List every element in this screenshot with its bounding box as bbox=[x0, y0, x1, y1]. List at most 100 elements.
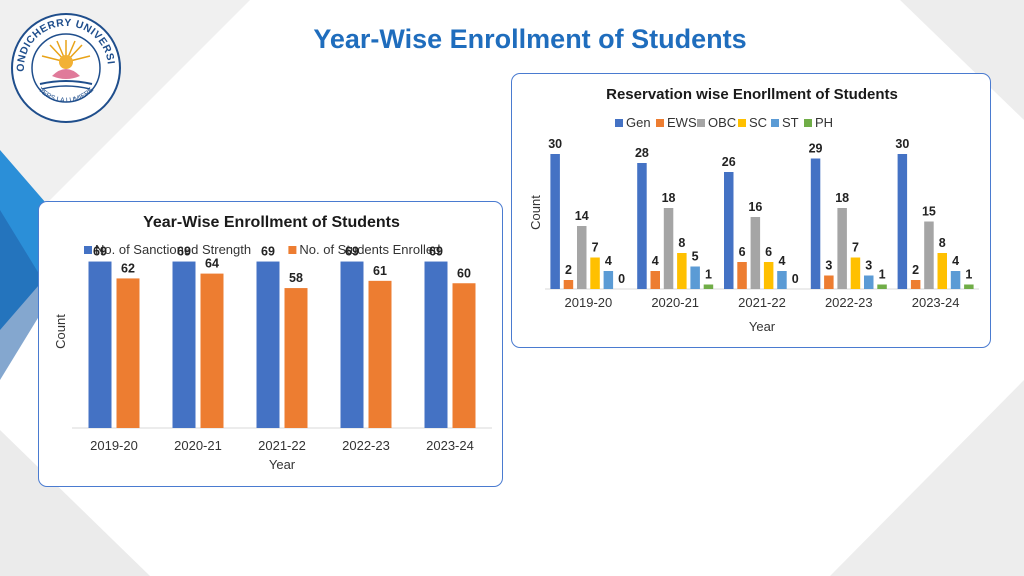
legend-swatch-1 bbox=[288, 246, 297, 254]
legend-label-3: SC bbox=[749, 115, 767, 130]
data-label: 4 bbox=[952, 254, 959, 268]
legend-label-4: ST bbox=[782, 115, 799, 130]
bar-sc-2020-21 bbox=[677, 253, 687, 289]
data-label: 69 bbox=[177, 245, 191, 259]
x-tick-label: 2020-21 bbox=[651, 295, 699, 310]
bar-st-2020-21 bbox=[690, 266, 700, 289]
data-label: 16 bbox=[748, 200, 762, 214]
reservation-chart-card: Reservation wise Enorllment of Students G… bbox=[511, 73, 991, 348]
legend-label-5: PH bbox=[815, 115, 833, 130]
bar-ph-2020-21 bbox=[703, 284, 714, 289]
chart-title: Year-Wise Enrollment of Students bbox=[143, 214, 400, 231]
legend-swatch-5 bbox=[804, 119, 812, 127]
enrollment-chart-card: Year-Wise Enrollment of Students No. of S… bbox=[38, 201, 503, 487]
legend-label-0: No. of Sanctioned Strength bbox=[95, 242, 251, 257]
y-axis-label: Count bbox=[528, 195, 543, 230]
data-label: 29 bbox=[809, 142, 823, 156]
university-seal-icon: PONDICHERRY UNIVERSITY VERS LA LUMIERE bbox=[10, 12, 121, 123]
reservation-chart: Reservation wise Enorllment of Students G… bbox=[528, 86, 979, 334]
bar-gen-2022-23 bbox=[810, 158, 821, 289]
data-label: 6 bbox=[739, 245, 746, 259]
bar-obc-2023-24 bbox=[924, 221, 934, 289]
legend-label-1: No. of Students Enrolled bbox=[299, 242, 440, 257]
x-tick-label: 2019-20 bbox=[565, 295, 613, 310]
bar-st-2019-20 bbox=[603, 271, 614, 289]
legend-swatch-3 bbox=[738, 119, 746, 127]
bar-no-of-sanctioned-strength-2022-23 bbox=[340, 261, 364, 428]
data-label: 0 bbox=[792, 272, 799, 286]
bar-ews-2019-20 bbox=[563, 280, 574, 289]
bar-ph-2023-24 bbox=[964, 284, 974, 289]
bar-sc-2023-24 bbox=[937, 253, 947, 289]
bar-no-of-sanctioned-strength-2021-22 bbox=[256, 261, 280, 428]
bar-ews-2022-23 bbox=[824, 275, 834, 289]
bar-sc-2022-23 bbox=[850, 257, 861, 289]
y-axis-label: Count bbox=[53, 314, 68, 349]
data-label: 0 bbox=[618, 272, 625, 286]
bar-gen-2023-24 bbox=[897, 154, 908, 289]
bar-gen-2019-20 bbox=[550, 154, 560, 289]
data-label: 15 bbox=[922, 205, 936, 219]
bar-gen-2020-21 bbox=[637, 163, 647, 289]
bar-no-of-sanctioned-strength-2019-20 bbox=[88, 261, 112, 428]
data-label: 58 bbox=[289, 271, 303, 285]
data-label: 60 bbox=[457, 266, 471, 280]
data-label: 6 bbox=[765, 245, 772, 259]
x-axis-label: Year bbox=[749, 319, 776, 334]
data-label: 4 bbox=[652, 254, 659, 268]
x-tick-label: 2021-22 bbox=[738, 295, 786, 310]
bar-no-of-sanctioned-strength-2020-21 bbox=[172, 261, 196, 428]
data-label: 1 bbox=[879, 268, 886, 282]
legend-swatch-1 bbox=[656, 119, 664, 127]
data-label: 5 bbox=[692, 250, 699, 264]
bar-no-of-students-enrolled-2023-24 bbox=[452, 283, 476, 428]
bar-no-of-students-enrolled-2022-23 bbox=[368, 280, 392, 428]
bar-sc-2021-22 bbox=[763, 262, 774, 289]
bar-obc-2021-22 bbox=[750, 217, 761, 289]
bar-obc-2020-21 bbox=[663, 208, 674, 289]
bar-st-2023-24 bbox=[950, 271, 961, 289]
data-label: 14 bbox=[575, 209, 589, 223]
data-label: 4 bbox=[605, 254, 612, 268]
bar-ph-2022-23 bbox=[877, 284, 887, 289]
data-label: 69 bbox=[429, 245, 443, 259]
data-label: 61 bbox=[373, 264, 387, 278]
legend-label-1: EWS bbox=[667, 115, 697, 130]
data-label: 1 bbox=[705, 268, 712, 282]
data-label: 28 bbox=[635, 146, 649, 160]
legend-swatch-0 bbox=[615, 119, 623, 127]
bar-no-of-students-enrolled-2019-20 bbox=[116, 278, 140, 428]
legend-label-0: Gen bbox=[626, 115, 651, 130]
x-tick-label: 2022-23 bbox=[825, 295, 873, 310]
data-label: 69 bbox=[93, 245, 107, 259]
bar-ews-2020-21 bbox=[650, 271, 660, 289]
data-label: 64 bbox=[205, 257, 219, 271]
x-tick-label: 2022-23 bbox=[342, 438, 390, 453]
page-title: Year-Wise Enrollment of Students bbox=[313, 24, 747, 54]
data-label: 30 bbox=[548, 137, 562, 151]
data-label: 1 bbox=[965, 268, 972, 282]
data-label: 26 bbox=[722, 155, 736, 169]
bar-obc-2019-20 bbox=[577, 226, 587, 289]
data-label: 8 bbox=[939, 236, 946, 250]
data-label: 18 bbox=[835, 191, 849, 205]
data-label: 69 bbox=[261, 245, 275, 259]
data-label: 8 bbox=[678, 236, 685, 250]
legend-swatch-2 bbox=[697, 119, 705, 127]
x-tick-label: 2023-24 bbox=[426, 438, 474, 453]
bar-st-2022-23 bbox=[864, 275, 874, 289]
bar-ews-2023-24 bbox=[910, 280, 921, 289]
legend-swatch-4 bbox=[771, 119, 779, 127]
bar-ews-2021-22 bbox=[737, 262, 747, 289]
bar-no-of-sanctioned-strength-2023-24 bbox=[424, 261, 448, 428]
data-label: 2 bbox=[565, 263, 572, 277]
x-tick-label: 2020-21 bbox=[174, 438, 222, 453]
enrollment-chart: Year-Wise Enrollment of Students No. of S… bbox=[53, 214, 492, 472]
legend-label-2: OBC bbox=[708, 115, 736, 130]
data-label: 3 bbox=[825, 259, 832, 273]
x-tick-label: 2023-24 bbox=[912, 295, 960, 310]
data-label: 4 bbox=[778, 254, 785, 268]
data-label: 7 bbox=[852, 241, 859, 255]
bar-st-2021-22 bbox=[777, 271, 787, 289]
data-label: 18 bbox=[662, 191, 676, 205]
